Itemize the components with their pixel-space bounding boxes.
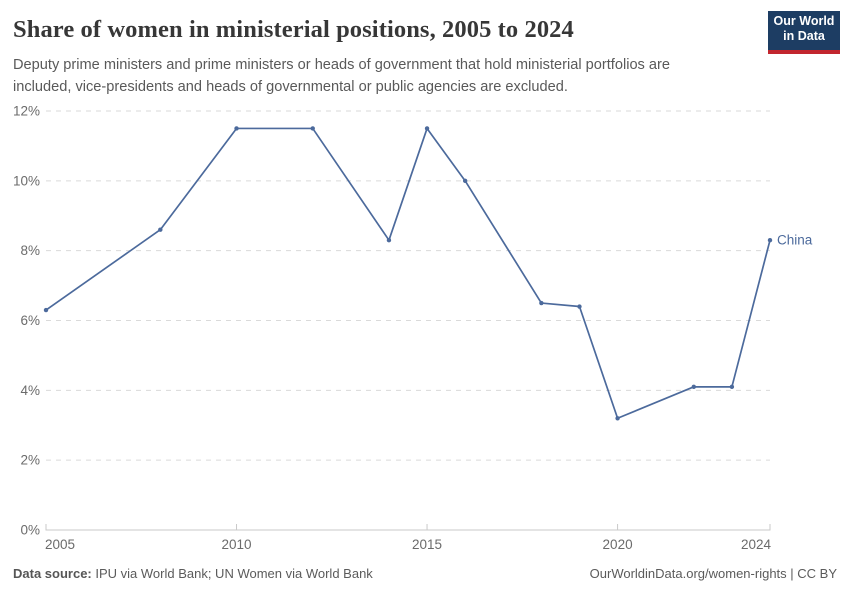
data-point[interactable] [462, 178, 468, 184]
y-axis-tick-label: 12% [13, 104, 40, 119]
data-source: Data source: IPU via World Bank; UN Wome… [13, 566, 373, 581]
data-point[interactable] [691, 384, 696, 390]
data-point[interactable] [767, 237, 773, 243]
x-axis-tick-label: 2024 [741, 537, 772, 552]
data-line[interactable] [45, 127, 771, 420]
page-title: Share of women in ministerial positions,… [13, 16, 574, 43]
logo-line-2: in Data [783, 29, 825, 43]
data-point[interactable] [424, 126, 430, 131]
owid-logo[interactable]: Our World in Data [768, 11, 840, 54]
x-axis-tick-label: 2015 [412, 537, 442, 552]
x-axis-tick-label: 2020 [603, 537, 633, 552]
data-point[interactable] [43, 307, 49, 313]
data-point[interactable] [615, 416, 620, 421]
x-axis-tick-label: 2010 [222, 537, 252, 552]
logo-line-1: Our World [773, 14, 835, 28]
data-point[interactable] [729, 384, 735, 390]
data-point[interactable] [539, 300, 544, 306]
x-axis-tick-label: 2005 [45, 537, 75, 552]
data-point[interactable] [386, 237, 392, 243]
y-axis-tick-label: 10% [13, 173, 40, 188]
y-axis-tick-label: 6% [20, 313, 40, 328]
rights-link[interactable]: OurWorldinData.org/women-rights | CC BY [589, 566, 837, 581]
x-axis-line [45, 524, 771, 531]
y-axis-tick-label: 2% [20, 453, 40, 468]
y-axis-tick-label: 8% [20, 243, 40, 258]
data-point[interactable] [234, 126, 239, 131]
data-point[interactable] [310, 126, 315, 131]
y-axis-tick-label: 0% [20, 523, 40, 538]
y-axis-tick-label: 4% [20, 383, 40, 398]
data-point[interactable] [577, 304, 582, 309]
data-source-text: IPU via World Bank; UN Women via World B… [91, 566, 373, 581]
chart-subtitle: Deputy prime ministers and prime ministe… [13, 57, 671, 95]
data-source-label: Data source: [13, 566, 92, 581]
data-point[interactable] [158, 227, 163, 232]
series-end-label: China [777, 233, 813, 248]
